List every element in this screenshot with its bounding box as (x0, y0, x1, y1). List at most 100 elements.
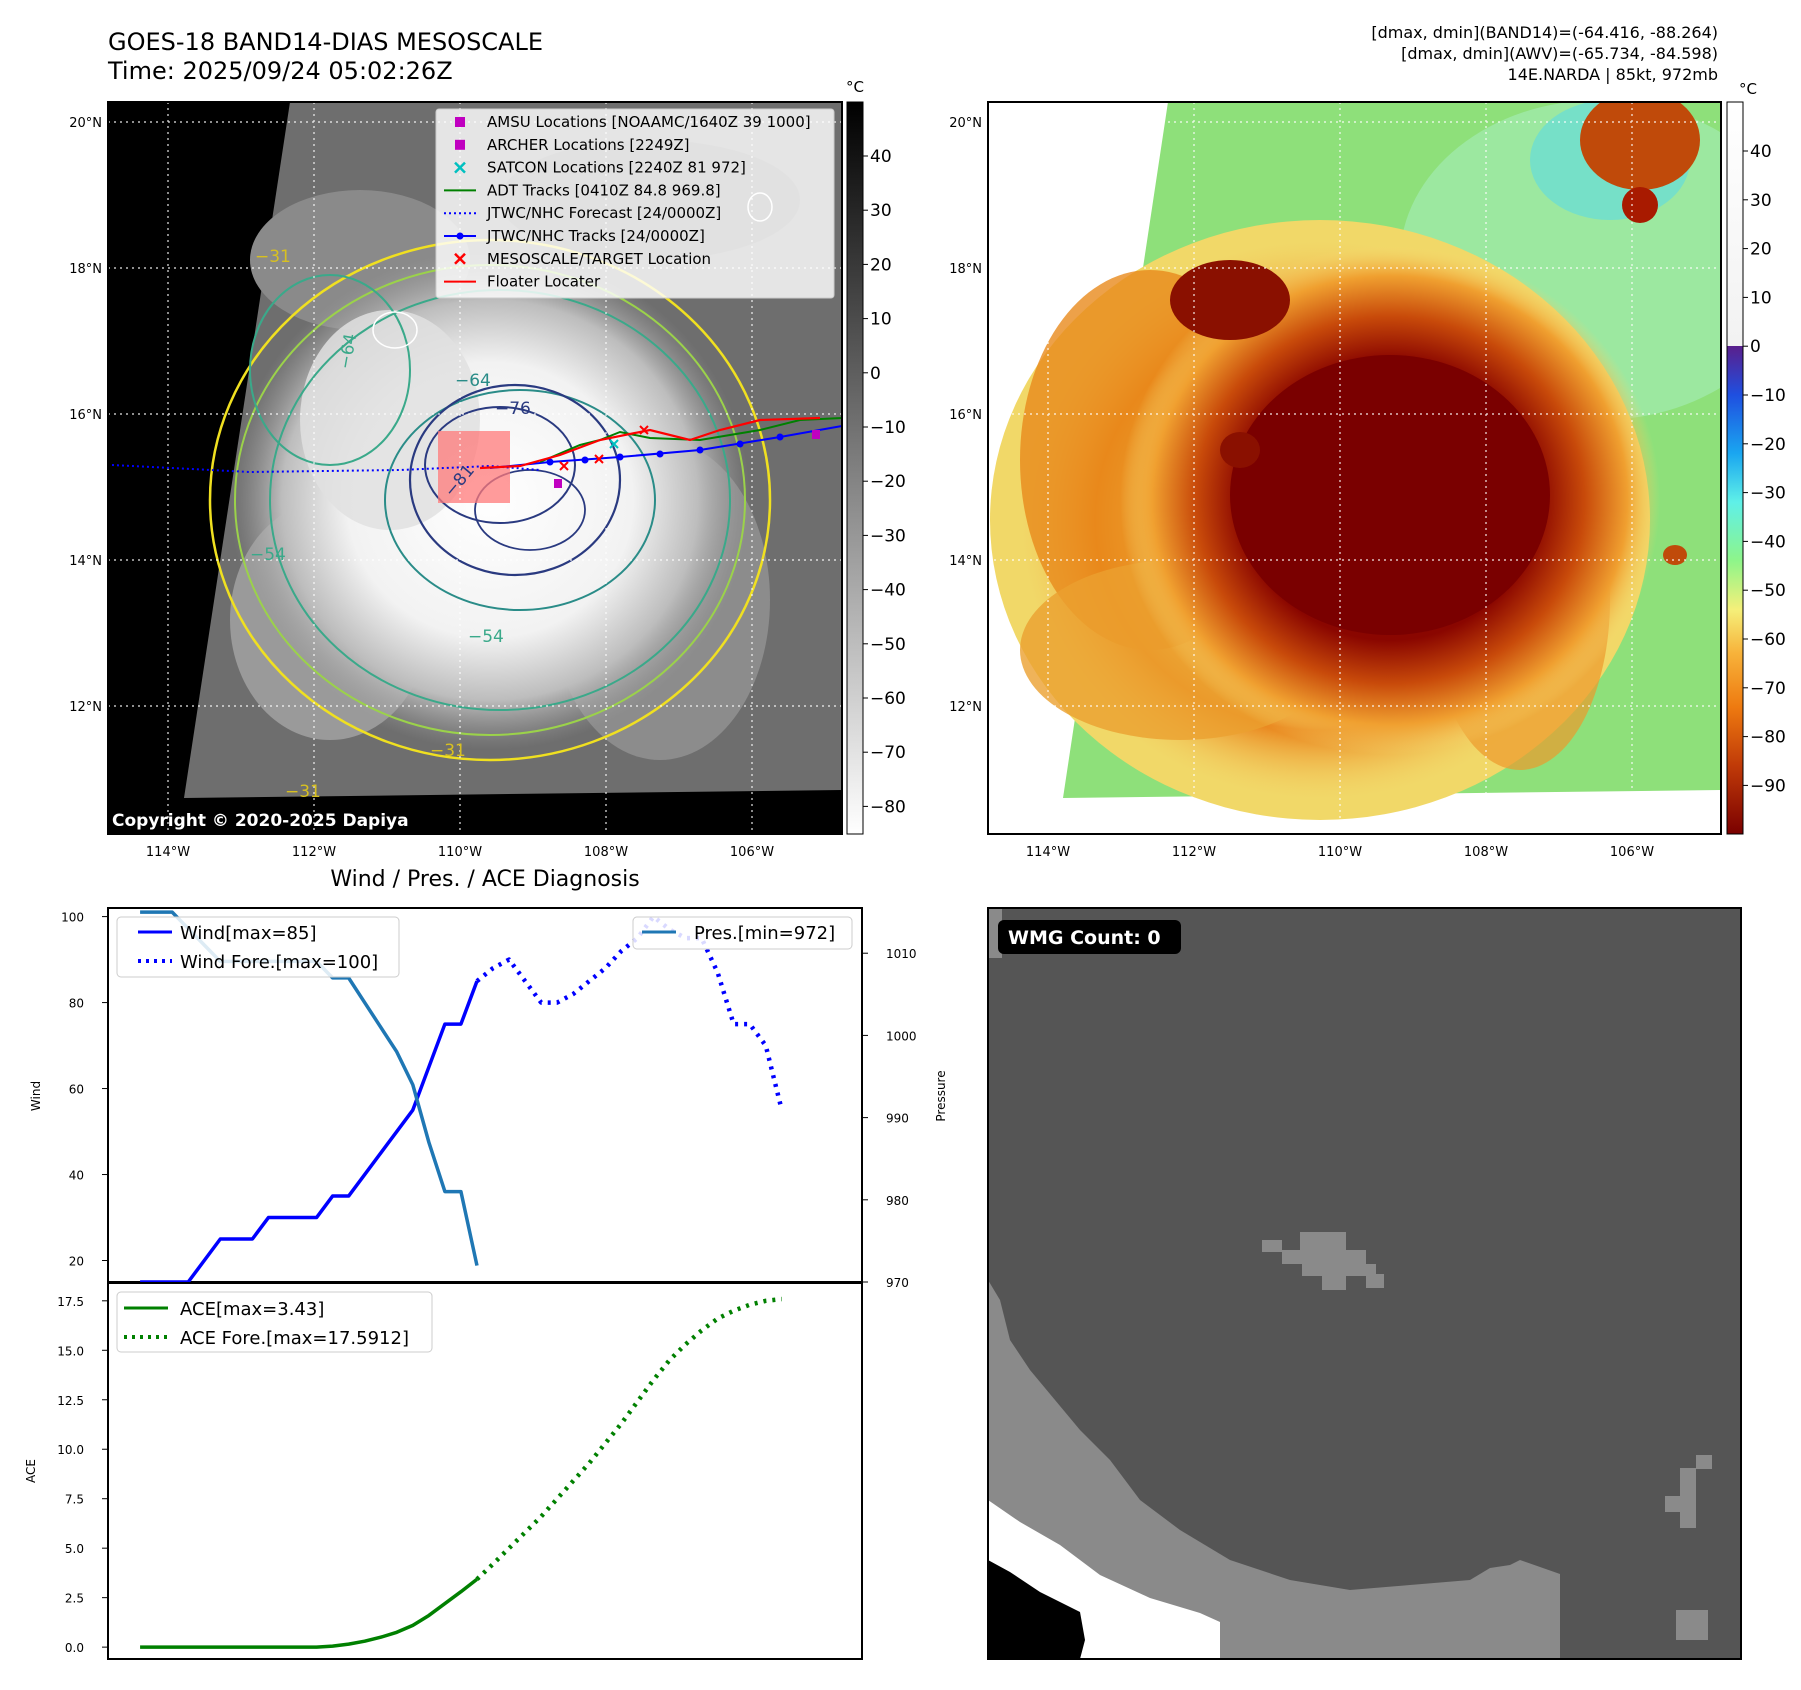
info-band14-range: [dmax, dmin](BAND14)=(-64.416, -88.264) (1371, 23, 1718, 42)
wind-axis-label: Wind (29, 1081, 43, 1111)
awv-colorbar-tick-label: −40 (1750, 532, 1786, 552)
ace-legend: ACE[max=3.43] ACE Fore.[max=17.5912] (116, 1291, 433, 1353)
lat-tick-label: 18°N (949, 262, 982, 277)
legend-dot-icon (456, 232, 464, 240)
contour-label: −31 (430, 741, 466, 761)
ir-colorbar-tick-label: −20 (870, 472, 906, 492)
pressure-tick-label: 1010 (886, 947, 917, 961)
ir-colorbar-unit: °C (846, 78, 864, 96)
wind-tick-label: 40 (69, 1169, 84, 1183)
ir-colorbar-tick-label: −10 (870, 418, 906, 438)
lat-tick-label: 16°N (69, 408, 102, 423)
legend-ace: ACE[max=3.43] (180, 1299, 324, 1320)
ir-colorbar-tick-label: −60 (870, 689, 906, 709)
lat-tick-label: 14°N (949, 554, 982, 569)
contour-label: −31 (285, 782, 321, 802)
contour-label: −54 (468, 627, 504, 647)
lat-tick-label: 16°N (949, 408, 982, 423)
wmg-count-badge (998, 920, 1181, 954)
awv-map-panel (987, 101, 1722, 835)
wmg-count-label: WMG Count: 0 (1008, 927, 1161, 949)
ir-colorbar-tick-label: 40 (870, 147, 892, 167)
ir-colorbar: °C 40 30 20 10 0 −10 −20 −30 −40 −50 −60 −70 −80 (846, 78, 906, 835)
legend-wind-forecast: Wind Fore.[max=100] (180, 952, 378, 973)
wmg-band-grey (988, 1280, 1560, 1659)
awv-colorbar-tick-label: 0 (1750, 337, 1761, 357)
info-awv-range: [dmax, dmin](AWV)=(-65.734, -84.598) (1401, 44, 1718, 63)
lon-tick-label: 108°W (584, 845, 628, 860)
ir-colorbar-tick-label: −70 (870, 743, 906, 763)
ir-colorbar-tick-label: 10 (870, 310, 892, 330)
legend-label: JTWC/NHC Forecast [24/0000Z] (486, 204, 721, 222)
wind-tick-label: 100 (61, 911, 84, 925)
legend-label: ARCHER Locations [2249Z] (487, 136, 690, 154)
ir-colorbar-tick-label: −40 (870, 581, 906, 601)
awv-colorbar-tick-label: −50 (1750, 581, 1786, 601)
amsu-marker (812, 430, 820, 439)
awv-colorbar-tick-label: −80 (1750, 728, 1786, 748)
ace-tick-label: 5.0 (65, 1542, 84, 1556)
legend-pressure: Pres.[min=972] (694, 923, 835, 944)
awv-colorbar-tick-label: 20 (1750, 240, 1772, 260)
contour-label: −64 (455, 371, 491, 391)
ace-forecast-series-line (475, 1296, 783, 1581)
legend-square-icon (455, 139, 465, 150)
legend-label: JTWC/NHC Tracks [24/0000Z] (486, 227, 705, 245)
diagnosis-title: Wind / Pres. / ACE Diagnosis (330, 867, 639, 892)
lon-tick-label: 112°W (292, 845, 336, 860)
legend-label: Floater Locater (487, 273, 601, 291)
ace-plot: 17.5 15.0 12.5 10.0 7.5 5.0 2.5 0.0 ACE ACE[max… (24, 1282, 863, 1660)
wind-tick-label: 20 (69, 1255, 84, 1269)
info-storm-summary: 14E.NARDA | 85kt, 972mb (1508, 65, 1718, 84)
lon-tick-label: 108°W (1464, 845, 1508, 860)
pressure-tick-label: 980 (886, 1194, 909, 1208)
lon-tick-label: 106°W (1610, 845, 1654, 860)
ir-map-legend: AMSU Locations [NOAAMC/1640Z 39 1000] ARC… (435, 108, 835, 299)
lon-tick-label: 110°W (438, 845, 482, 860)
legend-x-icon (454, 252, 466, 265)
ace-tick-label: 12.5 (57, 1394, 84, 1408)
jtwc-track-points (546, 433, 784, 466)
legend-x-icon (454, 161, 466, 174)
legend-label: SATCON Locations [2240Z 81 972] (487, 159, 746, 177)
ace-tick-label: 7.5 (65, 1493, 84, 1507)
wind-tick-label: 80 (69, 997, 84, 1011)
lat-tick-label: 20°N (949, 116, 982, 131)
awv-colorbar-tick-label: −90 (1750, 776, 1786, 796)
lon-tick-label: 112°W (1172, 845, 1216, 860)
legend-label: ADT Tracks [0410Z 84.8 969.8] (487, 181, 721, 199)
awv-colorbar-tick-label: −30 (1750, 484, 1786, 504)
pressure-tick-label: 990 (886, 1112, 909, 1126)
legend-ace-forecast: ACE Fore.[max=17.5912] (180, 1328, 409, 1349)
awv-colorbar-tick-label: −70 (1750, 679, 1786, 699)
pressure-axis-label: Pressure (934, 1070, 948, 1121)
awv-colorbar-tick-label: −10 (1750, 386, 1786, 406)
archer-marker (554, 479, 562, 488)
ace-axis-label: ACE (24, 1459, 38, 1483)
ir-colorbar-tick-label: 30 (870, 201, 892, 221)
wind-tick-label: 60 (69, 1083, 84, 1097)
wind-series-line (140, 980, 479, 1284)
awv-colorbar-unit: °C (1739, 80, 1757, 98)
contour-label: −54 (250, 545, 286, 565)
lat-tick-label: 12°N (949, 700, 982, 715)
map-axis-ticks: 114°W 112°W 110°W 108°W 106°W 20°N 18°N 16°N 14°… (69, 116, 1654, 860)
copyright-text: Copyright © 2020-2025 Dapiya (112, 811, 409, 831)
figure-title: GOES-18 BAND14-DIAS MESOSCALE (108, 28, 543, 56)
awv-colorbar-tick-label: 30 (1750, 191, 1772, 211)
lat-tick-label: 12°N (69, 700, 102, 715)
legend-label: AMSU Locations [NOAAMC/1640Z 39 1000] (487, 113, 811, 131)
ir-colorbar-tick-label: 0 (870, 364, 881, 384)
ace-tick-label: 0.0 (65, 1641, 84, 1655)
pressure-tick-label: 1000 (886, 1029, 917, 1043)
mesoscale-markers (559, 425, 649, 471)
adt-track (539, 417, 842, 463)
ir-colorbar-tick-label: −50 (870, 635, 906, 655)
awv-colorbar-tick-label: −60 (1750, 630, 1786, 650)
lon-tick-label: 110°W (1318, 845, 1362, 860)
awv-colorbar-tick-label: −20 (1750, 435, 1786, 455)
legend-label: MESOSCALE/TARGET Location (487, 250, 711, 268)
awv-colorbar-tick-label: 40 (1750, 142, 1772, 162)
satcon-marker (609, 439, 619, 449)
